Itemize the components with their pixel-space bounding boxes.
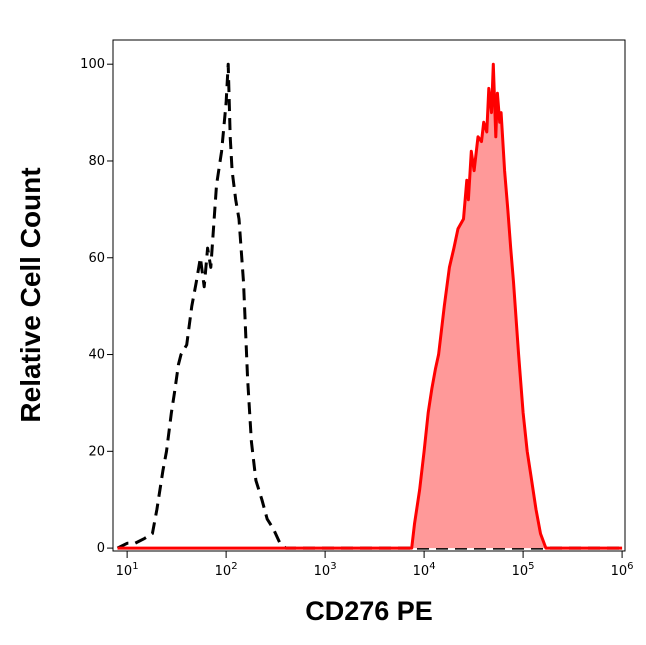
x-tick-base: 10	[215, 564, 232, 579]
x-tick-label: 105	[512, 561, 535, 579]
x-tick-exponent: 5	[528, 561, 534, 572]
x-tick-label: 106	[611, 561, 634, 579]
x-tick-exponent: 2	[231, 561, 237, 572]
x-tick-label: 103	[314, 561, 337, 579]
x-tick-base: 10	[413, 564, 430, 579]
y-tick-label: 20	[88, 444, 105, 459]
x-tick-label: 101	[116, 561, 139, 579]
histogram-area	[117, 64, 623, 549]
x-tick-base: 10	[611, 564, 628, 579]
x-tick-label: 102	[215, 561, 238, 579]
x-tick-base: 10	[314, 564, 331, 579]
plot-frame	[112, 39, 626, 552]
y-tick-label: 100	[80, 57, 105, 72]
histogram-line	[116, 62, 623, 550]
y-axis-label: Relative Cell Count	[15, 167, 46, 422]
x-tick-base: 10	[116, 564, 133, 579]
x-axis-label: CD276 PE	[305, 596, 433, 626]
x-tick-label: 104	[413, 561, 436, 579]
x-tick-exponent: 4	[429, 561, 435, 572]
y-tick-label: 0	[97, 541, 105, 556]
y-tick-label: 60	[88, 251, 105, 266]
y-tick-label: 80	[88, 154, 105, 169]
x-tick-exponent: 1	[132, 561, 138, 572]
x-tick-exponent: 6	[627, 561, 633, 572]
x-tick-exponent: 3	[330, 561, 336, 572]
histogram-line	[117, 62, 623, 550]
x-tick-base: 10	[512, 564, 529, 579]
y-tick-label: 40	[88, 348, 105, 363]
